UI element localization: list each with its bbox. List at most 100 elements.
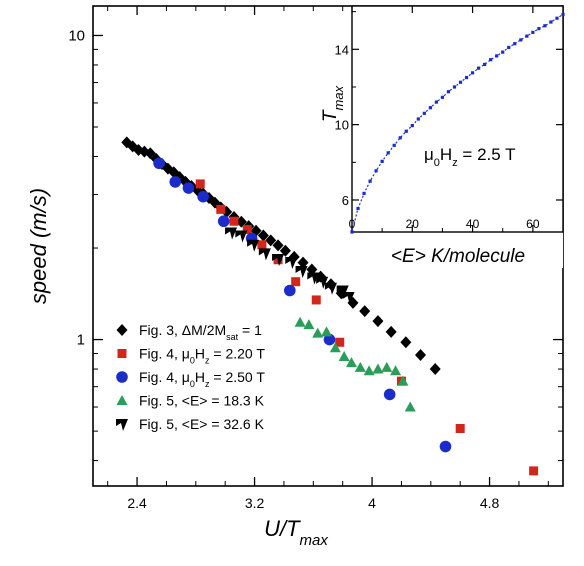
inset-data-point bbox=[525, 34, 529, 38]
inset-data-point bbox=[374, 169, 378, 173]
inset-data-point bbox=[495, 54, 499, 58]
data-point bbox=[306, 263, 318, 276]
data-point bbox=[272, 239, 284, 252]
inset-plot-frame bbox=[351, 5, 564, 233]
data-point bbox=[372, 363, 384, 374]
legend-marker bbox=[116, 419, 128, 431]
data-point bbox=[197, 190, 209, 203]
data-point bbox=[329, 342, 341, 353]
inset-data-point bbox=[404, 129, 408, 133]
data-point bbox=[354, 361, 366, 372]
main-y-tick-label: 10 bbox=[68, 27, 85, 44]
series-4 bbox=[294, 316, 416, 412]
data-point bbox=[346, 357, 357, 368]
data-point bbox=[312, 327, 324, 338]
inset-data-point bbox=[386, 151, 390, 155]
data-point bbox=[279, 244, 291, 257]
data-point bbox=[307, 272, 320, 285]
legend-item: Fig. 4, μ0Hz = 2.50 T bbox=[116, 369, 265, 389]
inset-data-point bbox=[416, 117, 420, 121]
data-point bbox=[257, 240, 267, 250]
data-point bbox=[321, 326, 333, 337]
inset-x-tick-label: 60 bbox=[526, 217, 540, 231]
inset-data-point bbox=[350, 230, 354, 234]
main-x-tick-label: 2.4 bbox=[127, 495, 147, 511]
inset-data-point bbox=[561, 12, 565, 17]
inset-data-point bbox=[356, 206, 360, 211]
data-point bbox=[225, 227, 238, 240]
inset-series bbox=[350, 12, 565, 234]
inset-data-point bbox=[362, 191, 366, 195]
inset-data-point bbox=[422, 111, 426, 115]
inset-plot-area bbox=[350, 12, 565, 234]
inset-data-point bbox=[458, 80, 463, 84]
inset-data-point bbox=[537, 27, 541, 31]
data-point bbox=[439, 440, 452, 453]
inset-data-point bbox=[452, 85, 457, 89]
legend-item: Fig. 5, <E> = 32.6 K bbox=[116, 416, 265, 432]
main-x-tick-label: 3.2 bbox=[245, 495, 265, 511]
data-point bbox=[285, 256, 298, 269]
inset-y-tick-label: 6 bbox=[342, 193, 349, 208]
data-point bbox=[291, 277, 301, 287]
legend-item: Fig. 4, μ0Hz = 2.20 T bbox=[117, 346, 265, 366]
inset-x-axis: 0 20 40 60 bbox=[349, 6, 540, 232]
main-chart: 2.4 3.2 4 4.8 1 10 speed (m/s) U/Tmax Fig. 3… bbox=[26, 5, 564, 549]
data-point bbox=[247, 239, 260, 252]
inset-y-tick-label: 14 bbox=[335, 42, 349, 57]
inset-data-point bbox=[398, 136, 402, 140]
data-point bbox=[363, 365, 375, 376]
legend: Fig. 3, ΔM/2Msat = 1 Fig. 4, μ0Hz = 2.20 … bbox=[116, 322, 265, 432]
data-point bbox=[272, 254, 285, 267]
main-y-tick-label: 1 bbox=[77, 332, 85, 349]
data-point bbox=[359, 305, 371, 318]
inset-background bbox=[352, 6, 563, 268]
inset-data-point bbox=[410, 123, 414, 128]
inset-annotation: μ0Hz = 2.5 T bbox=[424, 145, 516, 169]
data-point bbox=[335, 337, 345, 347]
main-plot-area bbox=[121, 136, 539, 476]
inset-data-point bbox=[513, 42, 517, 46]
data-point bbox=[169, 176, 182, 188]
legend-marker bbox=[117, 349, 127, 358]
data-point bbox=[303, 319, 315, 330]
legend-label: Fig. 5, <E> = 18.3 K bbox=[139, 393, 265, 409]
inset-x-tick-label: 0 bbox=[349, 217, 356, 231]
data-point bbox=[195, 179, 205, 189]
data-point bbox=[297, 256, 309, 269]
inset-x-tick-label: 40 bbox=[466, 217, 480, 231]
inset-data-point bbox=[531, 30, 535, 34]
data-point bbox=[529, 466, 539, 476]
inset-data-point bbox=[440, 95, 445, 99]
data-point bbox=[144, 147, 156, 160]
data-point bbox=[284, 284, 296, 297]
main-y-axis-title: speed (m/s) bbox=[26, 188, 51, 304]
legend-label: Fig. 4, μ0Hz = 2.50 T bbox=[139, 369, 265, 389]
inset-data-point bbox=[489, 58, 493, 62]
inset-data-point bbox=[392, 143, 396, 147]
data-point bbox=[397, 375, 409, 386]
data-point bbox=[235, 230, 248, 243]
data-point bbox=[390, 365, 402, 376]
inset-data-point bbox=[543, 24, 547, 28]
data-point bbox=[217, 215, 230, 228]
inset-x-tick-label: 20 bbox=[406, 217, 420, 231]
series-1 bbox=[121, 136, 441, 376]
data-point bbox=[372, 315, 384, 328]
data-point bbox=[182, 182, 195, 194]
inset-data-point bbox=[446, 90, 451, 94]
legend-item: Fig. 5, <E> = 18.3 K bbox=[116, 393, 265, 409]
main-x-axis-title: U/Tmax bbox=[264, 516, 328, 549]
inset-data-point bbox=[464, 75, 469, 80]
inset-data-point bbox=[483, 62, 487, 66]
legend-label: Fig. 3, ΔM/2Msat = 1 bbox=[139, 322, 262, 342]
inset-data-point bbox=[501, 50, 505, 54]
data-point bbox=[336, 285, 349, 298]
inset-y-axis-title: Tmax bbox=[320, 85, 346, 122]
inset-curve bbox=[351, 13, 564, 233]
data-point bbox=[316, 276, 329, 289]
data-point bbox=[323, 333, 336, 346]
data-point bbox=[415, 348, 427, 361]
inset-data-point bbox=[434, 100, 438, 104]
